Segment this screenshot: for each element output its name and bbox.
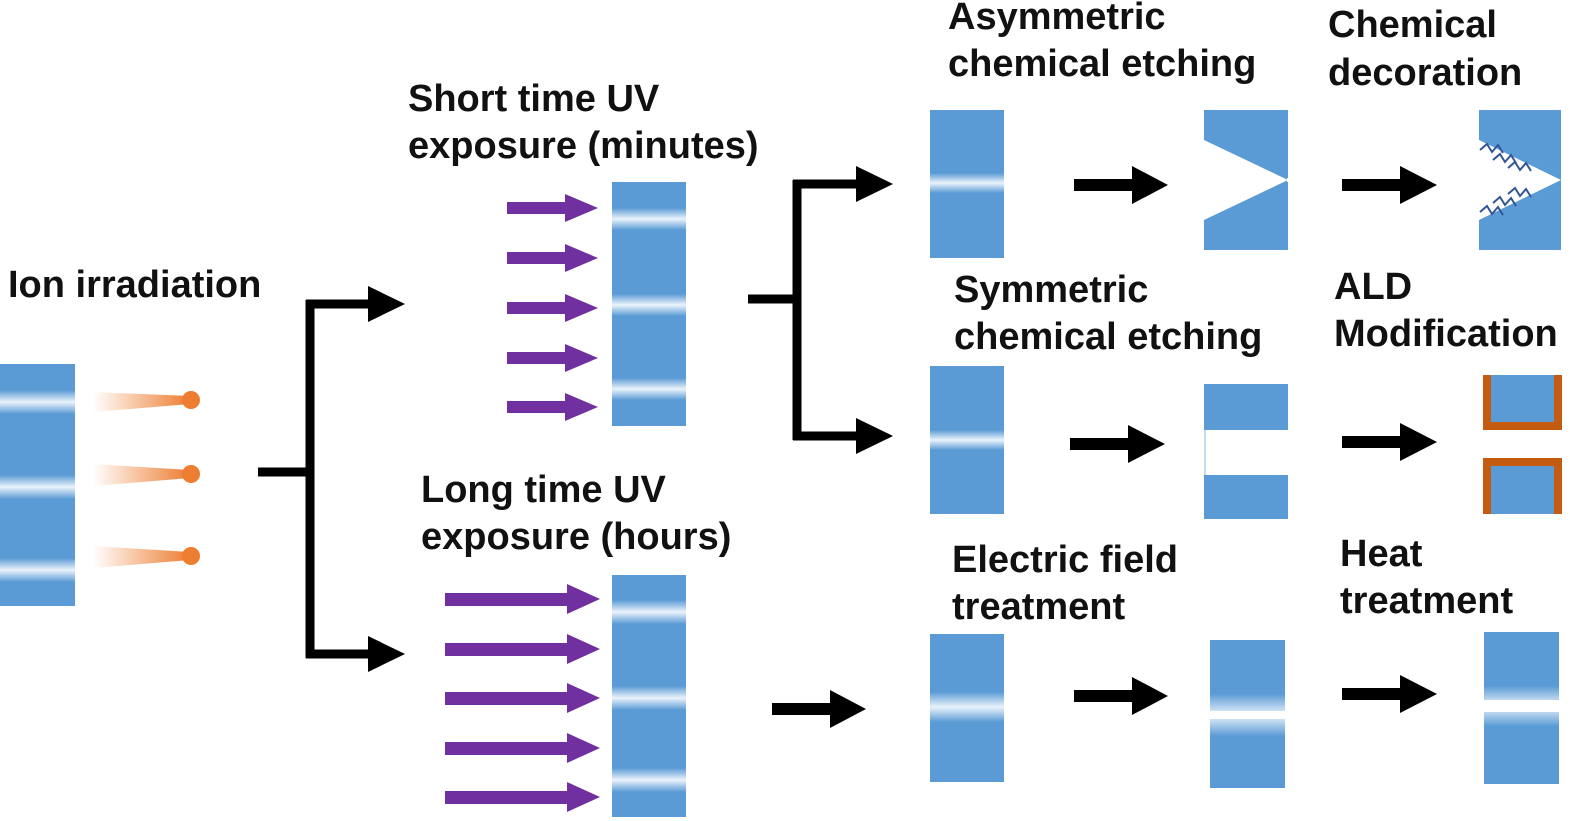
label-chemical-decoration-line2: decoration <box>1328 52 1523 94</box>
ion-track <box>0 390 75 414</box>
nanochannel <box>1484 700 1559 712</box>
nanochannel <box>1210 711 1285 719</box>
label-long-uv-line2: exposure (hours) <box>421 516 732 558</box>
uv-light-arrow-icon <box>507 393 598 421</box>
right-arrow-icon <box>368 286 405 322</box>
membrane-cylindrical-pore <box>1204 384 1288 519</box>
membrane-heat-treated <box>1484 632 1559 784</box>
ion-track <box>612 378 686 400</box>
right-arrow-icon <box>368 636 405 672</box>
right-arrow-icon <box>1342 166 1437 204</box>
ion-particle <box>182 547 200 565</box>
branch-connector-1 <box>258 299 370 659</box>
uv-light-arrow-icon <box>445 733 600 763</box>
ion-beam-icon <box>93 391 200 568</box>
ion-track <box>930 173 1004 193</box>
right-arrow-icon <box>1342 675 1437 713</box>
ion-track <box>0 475 75 499</box>
ion-trail <box>93 464 190 486</box>
right-arrow-icon <box>1070 425 1165 463</box>
right-arrow-icon <box>856 166 893 202</box>
uv-light-arrow-icon <box>445 683 600 713</box>
label-chemical-decoration-line1: Chemical <box>1328 4 1497 46</box>
ion-track <box>612 768 686 792</box>
label-symmetric-line1: Symmetric <box>954 269 1149 311</box>
label-short-uv-line1: Short time UV <box>408 78 660 120</box>
ion-particle <box>182 465 200 483</box>
label-ion-irradiation: Ion irradiation <box>8 264 262 306</box>
uv-light-arrow-icon <box>507 344 598 372</box>
label-short-uv-line2: exposure (minutes) <box>408 125 759 167</box>
ion-trail <box>93 392 190 412</box>
uv-light-arrow-icon <box>445 584 600 614</box>
ion-track <box>612 686 686 710</box>
label-asymmetric-line2: chemical etching <box>948 43 1257 85</box>
right-arrow-icon <box>1074 677 1168 715</box>
branch-connector-2 <box>748 179 858 441</box>
right-arrow-icon <box>772 690 866 728</box>
label-electric-line2: treatment <box>952 586 1126 628</box>
label-heat-line1: Heat <box>1340 533 1423 575</box>
label-electric-line1: Electric field <box>952 539 1178 581</box>
ion-track <box>612 600 686 624</box>
label-asymmetric-line1: Asymmetric <box>948 0 1166 38</box>
label-ald-line2: Modification <box>1334 313 1558 355</box>
conical-pore <box>1204 140 1288 220</box>
membrane-pristine <box>0 364 75 606</box>
ion-track <box>930 430 1004 450</box>
membrane-long-uv <box>612 575 686 817</box>
ald-coating <box>1483 375 1562 514</box>
right-arrow-icon <box>856 418 893 454</box>
uv-light-arrow-icon <box>445 782 600 812</box>
uv-arrows-short <box>507 194 598 421</box>
membrane-ald-coated <box>1483 375 1562 514</box>
uv-light-arrow-icon <box>507 294 598 322</box>
membrane-short-uv <box>612 182 686 426</box>
zigzag-chain-icon <box>1479 142 1532 216</box>
label-long-uv-line1: Long time UV <box>421 469 666 511</box>
ion-track <box>612 294 686 316</box>
uv-light-arrow-icon <box>507 194 598 222</box>
label-symmetric-line2: chemical etching <box>954 316 1263 358</box>
membrane-electric-after <box>1210 640 1285 788</box>
label-heat-line2: treatment <box>1340 580 1514 622</box>
uv-light-arrow-icon <box>445 634 600 664</box>
ion-particle <box>182 391 200 409</box>
membrane-asym-before <box>930 110 1004 258</box>
membrane-sym-before <box>930 366 1004 514</box>
right-arrow-icon <box>1074 166 1168 204</box>
membrane-decorated-pore <box>1479 110 1561 250</box>
membrane-electric-before <box>930 634 1004 782</box>
uv-light-arrow-icon <box>507 244 598 272</box>
ion-track <box>930 692 1004 722</box>
label-ald-line1: ALD <box>1334 266 1413 308</box>
ion-track <box>0 558 75 582</box>
uv-arrows-long <box>445 584 600 812</box>
cylindrical-pore <box>1204 430 1288 475</box>
right-arrow-icon <box>1342 423 1437 461</box>
membrane-conical-pore <box>1204 110 1289 250</box>
ion-trail <box>93 546 190 568</box>
ion-track <box>612 208 686 230</box>
